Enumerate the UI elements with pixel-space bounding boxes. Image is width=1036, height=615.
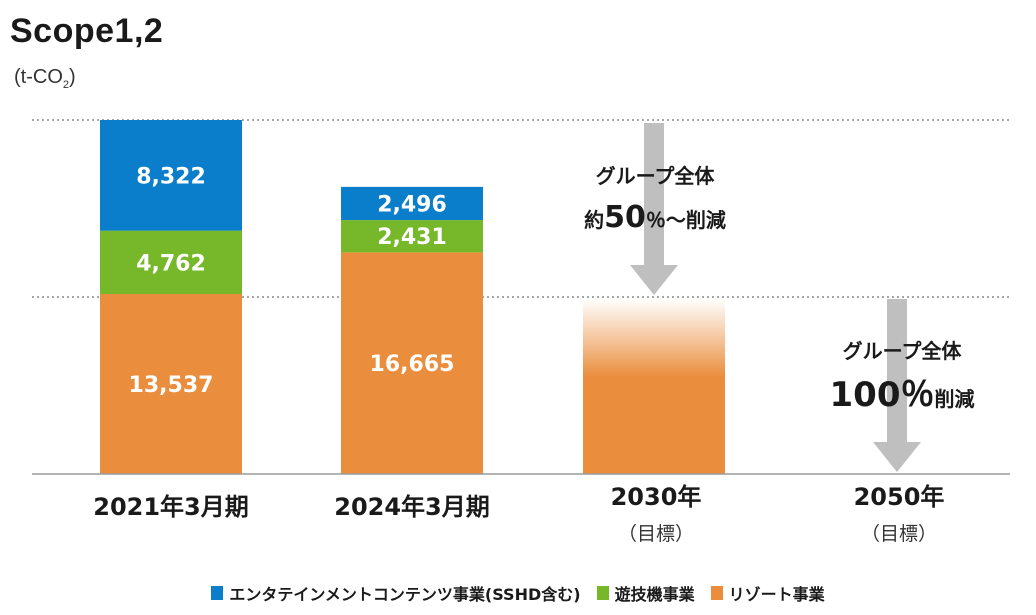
bar-segment xyxy=(341,252,483,474)
data-label: 8,322 xyxy=(136,164,206,189)
category-note: （目標） xyxy=(618,523,694,545)
reduction-note-part: ％〜削減 xyxy=(646,208,726,232)
category-label: 2021年3月期 xyxy=(93,493,249,521)
data-label: 13,537 xyxy=(129,373,214,398)
chart-title: Scope1,2 xyxy=(10,12,164,50)
target-bar-2030 xyxy=(583,298,725,474)
category-note: （目標） xyxy=(861,523,937,545)
reduction-note-heading: グループ全体 xyxy=(596,164,716,188)
legend-swatch xyxy=(596,586,609,600)
legend-item: リゾート事業 xyxy=(710,581,825,605)
reduction-arrow-2050 xyxy=(873,298,921,472)
stacked-bar-chart: 13,5374,7628,32216,6652,4312,496グループ全体約5… xyxy=(32,119,1010,545)
category-label: 2050年 xyxy=(854,483,945,511)
data-label: 2,496 xyxy=(377,192,447,217)
legend-label: 遊技機事業 xyxy=(614,585,695,604)
reduction-note-part: 50 xyxy=(604,200,646,235)
data-label: 2,431 xyxy=(377,225,447,250)
bar-segment xyxy=(341,186,483,221)
reduction-note-heading: グループ全体 xyxy=(843,339,963,363)
legend-label: エンタテインメントコンテンツ事業(SSHD含む) xyxy=(229,585,581,604)
reduction-note-target: 約50％〜削減 xyxy=(584,200,726,235)
data-label: 4,762 xyxy=(136,251,206,276)
unit-label: (t-CO2) xyxy=(14,66,76,91)
bar-segment xyxy=(100,230,242,294)
reduction-arrow-2030 xyxy=(630,123,678,295)
data-label: 16,665 xyxy=(370,352,455,377)
category-label: 2030年 xyxy=(611,483,702,511)
bar-segment xyxy=(100,120,242,231)
legend-label: リゾート事業 xyxy=(728,585,825,604)
category-label: 2024年3月期 xyxy=(334,493,490,521)
bar-segment xyxy=(341,220,483,253)
reduction-note-part: 約 xyxy=(584,208,604,232)
legend-item: 遊技機事業 xyxy=(596,581,695,605)
unit-suffix: ) xyxy=(69,66,76,88)
legend: エンタテインメントコンテンツ事業(SSHD含む) 遊技機事業 リゾート事業 xyxy=(0,581,1036,605)
legend-swatch xyxy=(710,586,723,600)
legend-item: エンタテインメントコンテンツ事業(SSHD含む) xyxy=(211,581,581,605)
reduction-note-target: 100％削減 xyxy=(830,375,975,415)
reduction-note-part: 削減 xyxy=(934,387,974,411)
bar-segment xyxy=(100,293,242,474)
unit-prefix: (t-CO xyxy=(14,66,63,88)
unit-subscript: 2 xyxy=(62,79,70,91)
legend-swatch xyxy=(211,586,224,600)
reduction-note-part: 100％ xyxy=(830,375,935,415)
